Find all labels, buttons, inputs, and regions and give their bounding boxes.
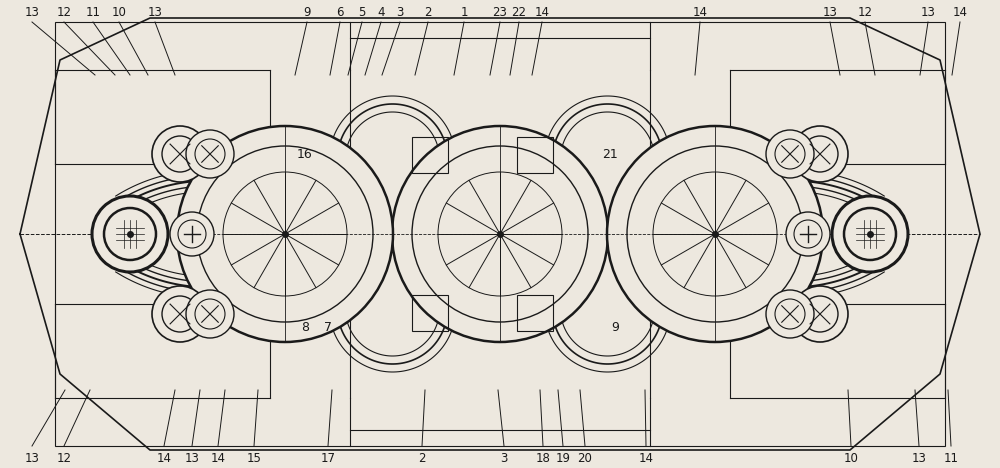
Circle shape [766, 290, 814, 338]
Text: 15: 15 [247, 452, 261, 465]
Text: 13: 13 [912, 452, 926, 465]
Text: 23: 23 [493, 6, 507, 19]
Text: 13: 13 [185, 452, 199, 465]
Bar [412, 295, 448, 331]
Circle shape [92, 196, 168, 272]
Text: 2: 2 [424, 6, 432, 19]
Text: 20: 20 [578, 452, 592, 465]
Text: 13: 13 [25, 452, 39, 465]
Circle shape [832, 196, 908, 272]
Text: 6: 6 [336, 6, 344, 19]
Text: 14: 14 [952, 6, 968, 19]
Text: 14: 14 [639, 452, 654, 465]
Text: 19: 19 [556, 452, 570, 465]
Text: 3: 3 [396, 6, 404, 19]
Bar [55, 22, 945, 446]
Text: 11: 11 [86, 6, 100, 19]
Text: 3: 3 [500, 452, 508, 465]
Text: 5: 5 [358, 6, 366, 19]
Text: 13: 13 [148, 6, 162, 19]
Text: 13: 13 [25, 6, 39, 19]
Circle shape [766, 130, 814, 178]
Circle shape [792, 286, 848, 342]
Text: 14: 14 [210, 452, 226, 465]
Bar [517, 137, 553, 173]
Text: 17: 17 [320, 452, 336, 465]
Circle shape [186, 130, 234, 178]
Text: 7: 7 [324, 321, 332, 334]
Circle shape [792, 126, 848, 182]
Circle shape [392, 126, 608, 342]
Bar [517, 295, 553, 331]
Text: 4: 4 [377, 6, 385, 19]
Circle shape [152, 286, 208, 342]
Text: 14: 14 [156, 452, 172, 465]
Text: 12: 12 [56, 6, 72, 19]
Text: 16: 16 [297, 148, 313, 161]
Text: 9: 9 [303, 6, 311, 19]
Text: 11: 11 [944, 452, 958, 465]
Text: 14: 14 [692, 6, 708, 19]
Circle shape [177, 126, 393, 342]
Text: 2: 2 [418, 452, 426, 465]
Text: 12: 12 [56, 452, 72, 465]
Circle shape [152, 126, 208, 182]
Text: 13: 13 [921, 6, 935, 19]
Text: 12: 12 [858, 6, 872, 19]
Text: 18: 18 [536, 452, 550, 465]
Text: 8: 8 [301, 321, 309, 334]
Text: 13: 13 [823, 6, 837, 19]
Text: 21: 21 [602, 148, 618, 161]
Text: 22: 22 [512, 6, 526, 19]
Circle shape [786, 212, 830, 256]
Text: 1: 1 [460, 6, 468, 19]
Text: 10: 10 [844, 452, 858, 465]
Circle shape [186, 290, 234, 338]
Text: 9: 9 [611, 321, 619, 334]
Text: 14: 14 [534, 6, 550, 19]
Circle shape [170, 212, 214, 256]
Text: 10: 10 [112, 6, 126, 19]
Bar [412, 137, 448, 173]
Circle shape [607, 126, 823, 342]
